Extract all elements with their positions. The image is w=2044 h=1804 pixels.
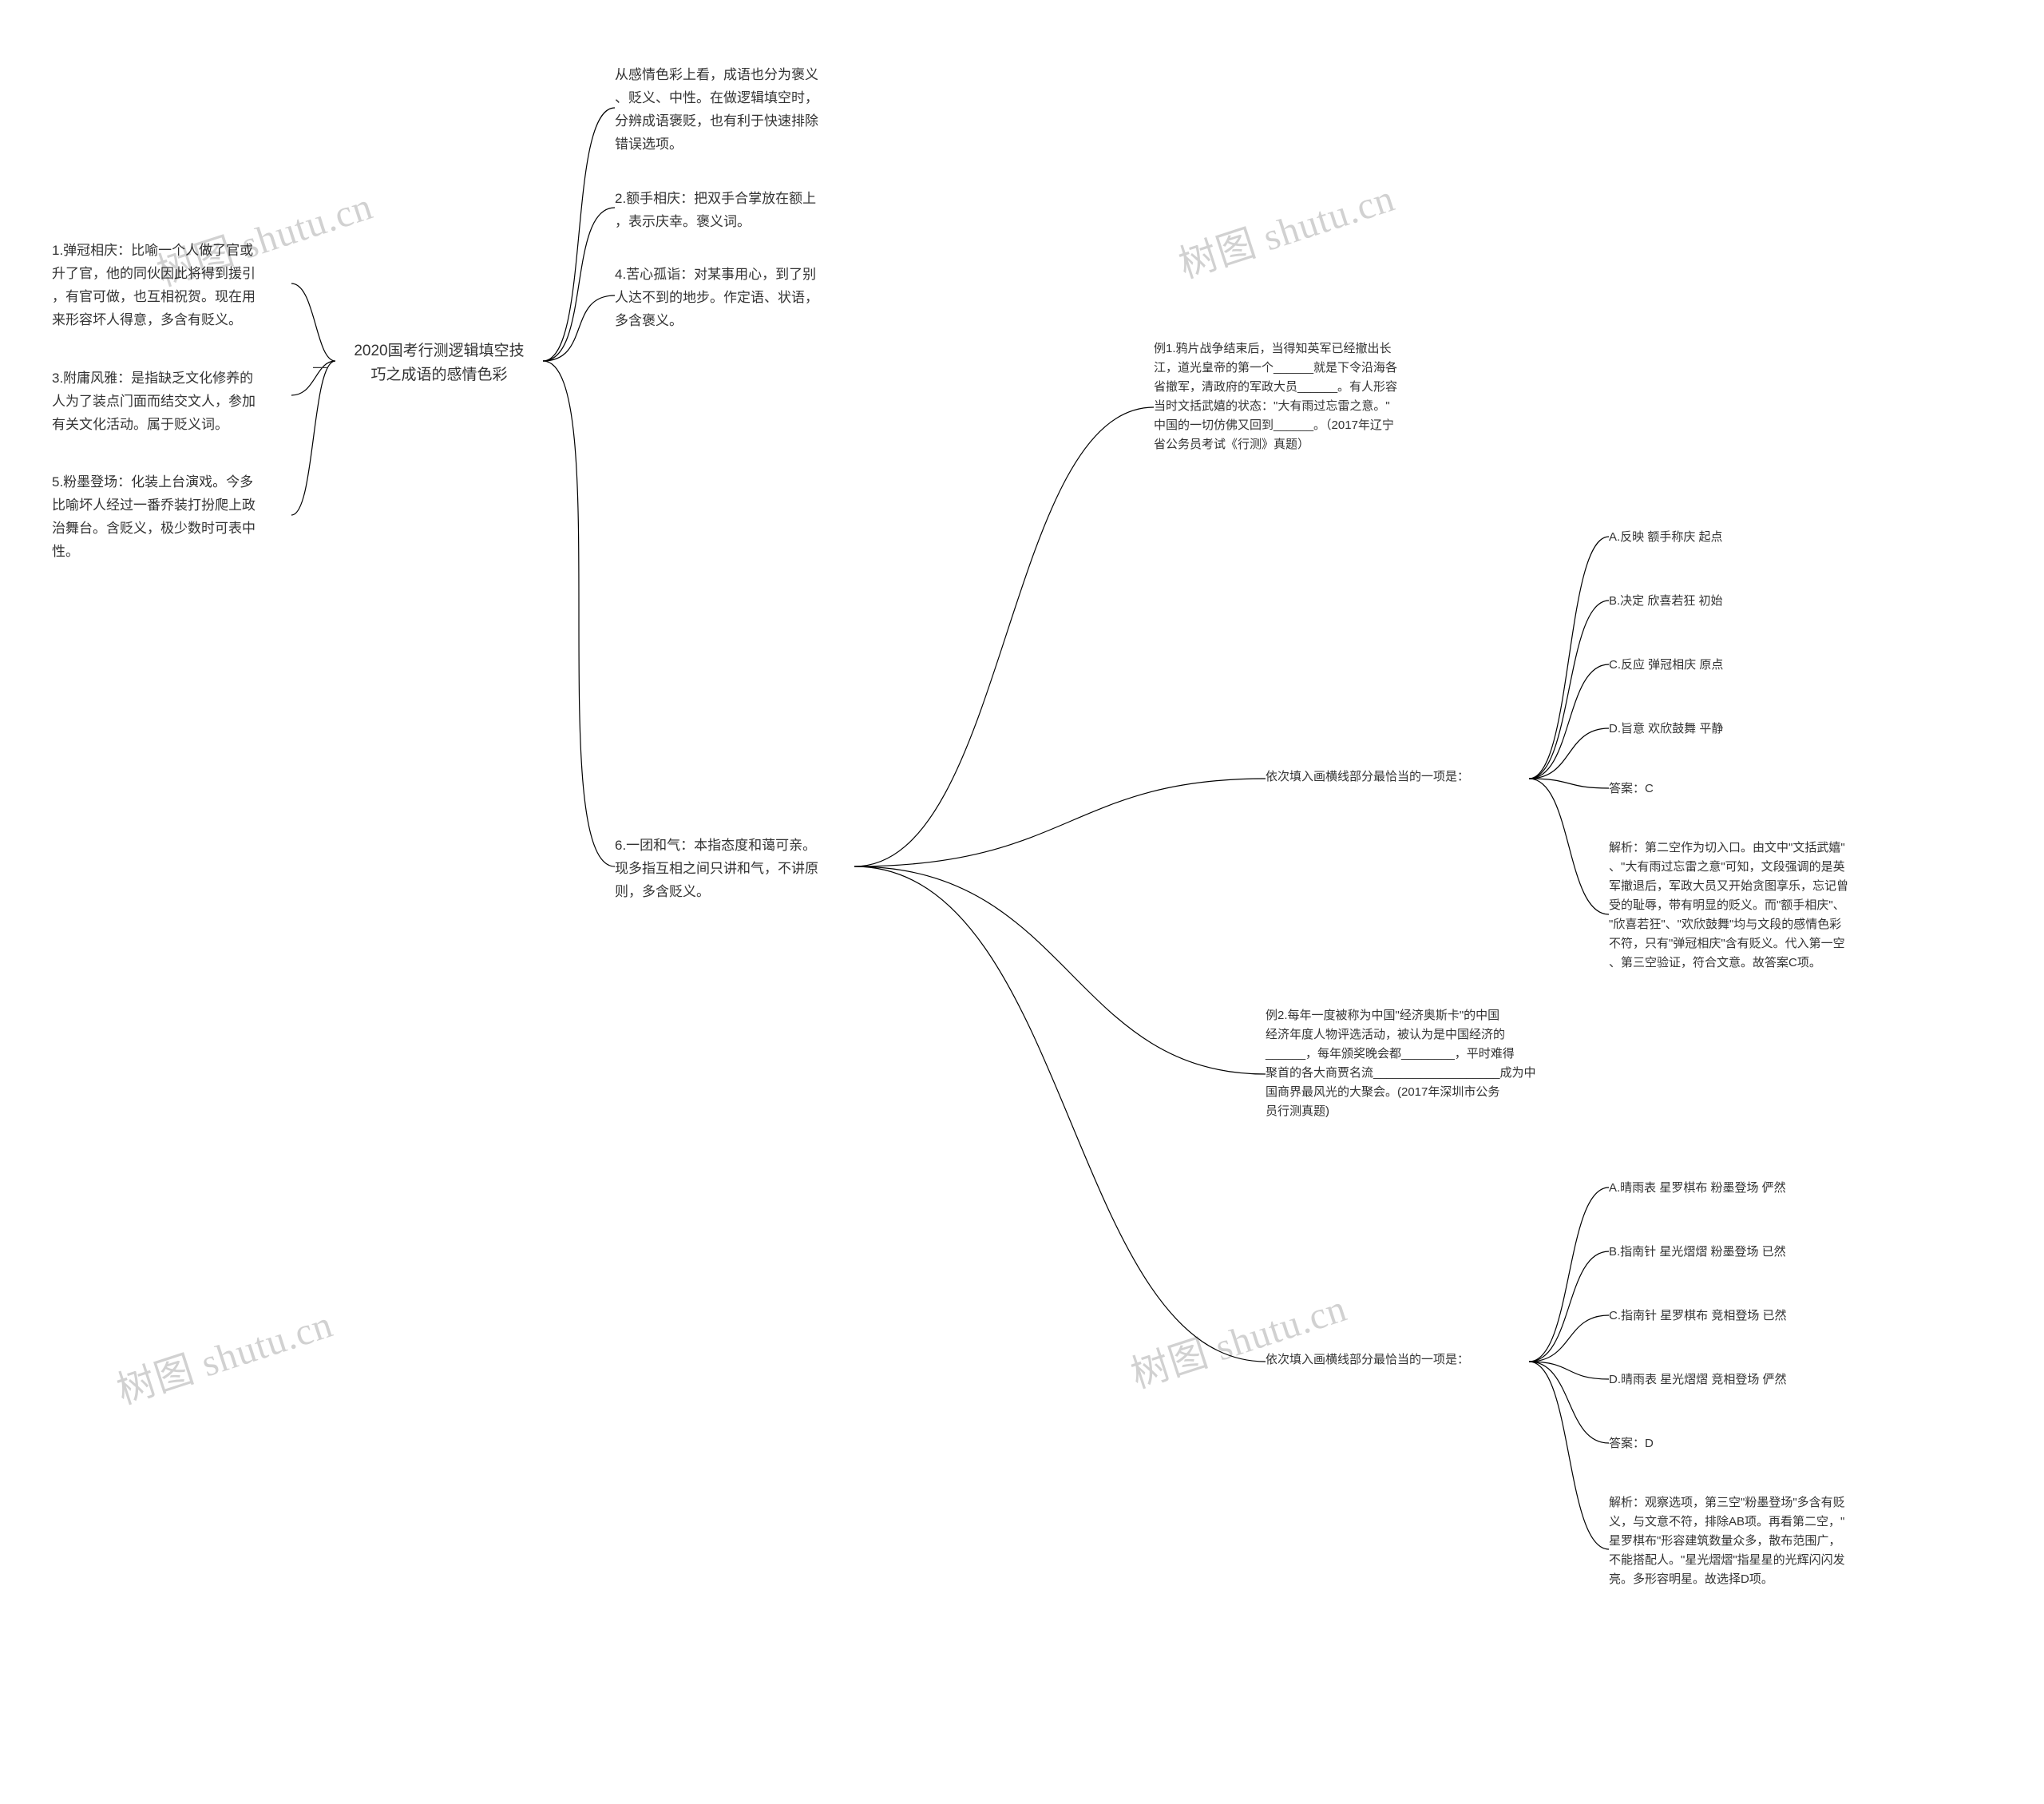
q1-option-a: A.反映 额手称庆 起点 bbox=[1609, 527, 1723, 548]
right-node-6: 6.一团和气：本指态度和蔼可亲。 现多指互相之间只讲和气，不讲原 则，多含贬义。 bbox=[615, 835, 854, 904]
right-node-intro: 从感情色彩上看，成语也分为褒义 、贬义、中性。在做逻辑填空时， 分辨成语褒贬，也… bbox=[615, 64, 854, 157]
watermark-4: 树图 shutu.cn bbox=[1171, 166, 1400, 288]
q2-option-b: B.指南针 星光熠熠 粉墨登场 已然 bbox=[1609, 1242, 1786, 1263]
example-1: 例1.鸦片战争结束后，当得知英军已经撤出长 江，道光皇帝的第一个______就是… bbox=[1154, 339, 1473, 454]
q2-option-c: C.指南针 星罗棋布 竞相登场 已然 bbox=[1609, 1306, 1787, 1326]
q2-explanation: 解析：观察选项，第三空"粉墨登场"多含有贬 义，与文意不符，排除AB项。再看第二… bbox=[1609, 1493, 1928, 1589]
center-node: 2020国考行测逻辑填空技 巧之成语的感情色彩 bbox=[335, 339, 543, 388]
watermark-3: 树图 shutu.cn bbox=[1123, 1276, 1353, 1398]
q1-explanation: 解析：第二空作为切入口。由文中"文括武嬉" 、"大有雨过忘雷之意"可知，文段强调… bbox=[1609, 839, 1928, 973]
q1-stem: 依次填入画横线部分最恰当的一项是： bbox=[1266, 767, 1529, 787]
q1-answer: 答案：C bbox=[1609, 779, 1654, 799]
right-node-4: 4.苦心孤诣：对某事用心，到了别 人达不到的地步。作定语、状语， 多含褒义。 bbox=[615, 264, 854, 333]
center-left-mark: — bbox=[313, 355, 327, 379]
right-node-2: 2.额手相庆：把双手合掌放在额上 ，表示庆幸。褒义词。 bbox=[615, 188, 854, 234]
watermark-2: 树图 shutu.cn bbox=[109, 1292, 339, 1414]
example-2: 例2.每年一度被称为中国"经济奥斯卡"的中国 经济年度人物评选活动，被认为是中国… bbox=[1266, 1006, 1585, 1121]
q1-option-c: C.反应 弹冠相庆 原点 bbox=[1609, 655, 1723, 676]
left-node-5: 5.粉墨登场：化装上台演戏。今多 比喻坏人经过一番乔装打扮爬上政 治舞台。含贬义… bbox=[52, 471, 291, 564]
left-node-1: 1.弹冠相庆：比喻一个人做了官或 升了官，他的同伙因此将得到援引 ，有官可做，也… bbox=[52, 240, 291, 332]
left-node-3: 3.附庸风雅：是指缺乏文化修养的 人为了装点门面而结交文人，参加 有关文化活动。… bbox=[52, 367, 291, 437]
q2-option-d: D.晴雨表 星光熠熠 竞相登场 俨然 bbox=[1609, 1370, 1787, 1390]
q1-option-b: B.决定 欣喜若狂 初始 bbox=[1609, 591, 1723, 612]
q1-option-d: D.旨意 欢欣鼓舞 平静 bbox=[1609, 719, 1723, 739]
q2-stem: 依次填入画横线部分最恰当的一项是： bbox=[1266, 1350, 1529, 1370]
q2-option-a: A.晴雨表 星罗棋布 粉墨登场 俨然 bbox=[1609, 1178, 1786, 1199]
q2-answer: 答案：D bbox=[1609, 1433, 1654, 1454]
